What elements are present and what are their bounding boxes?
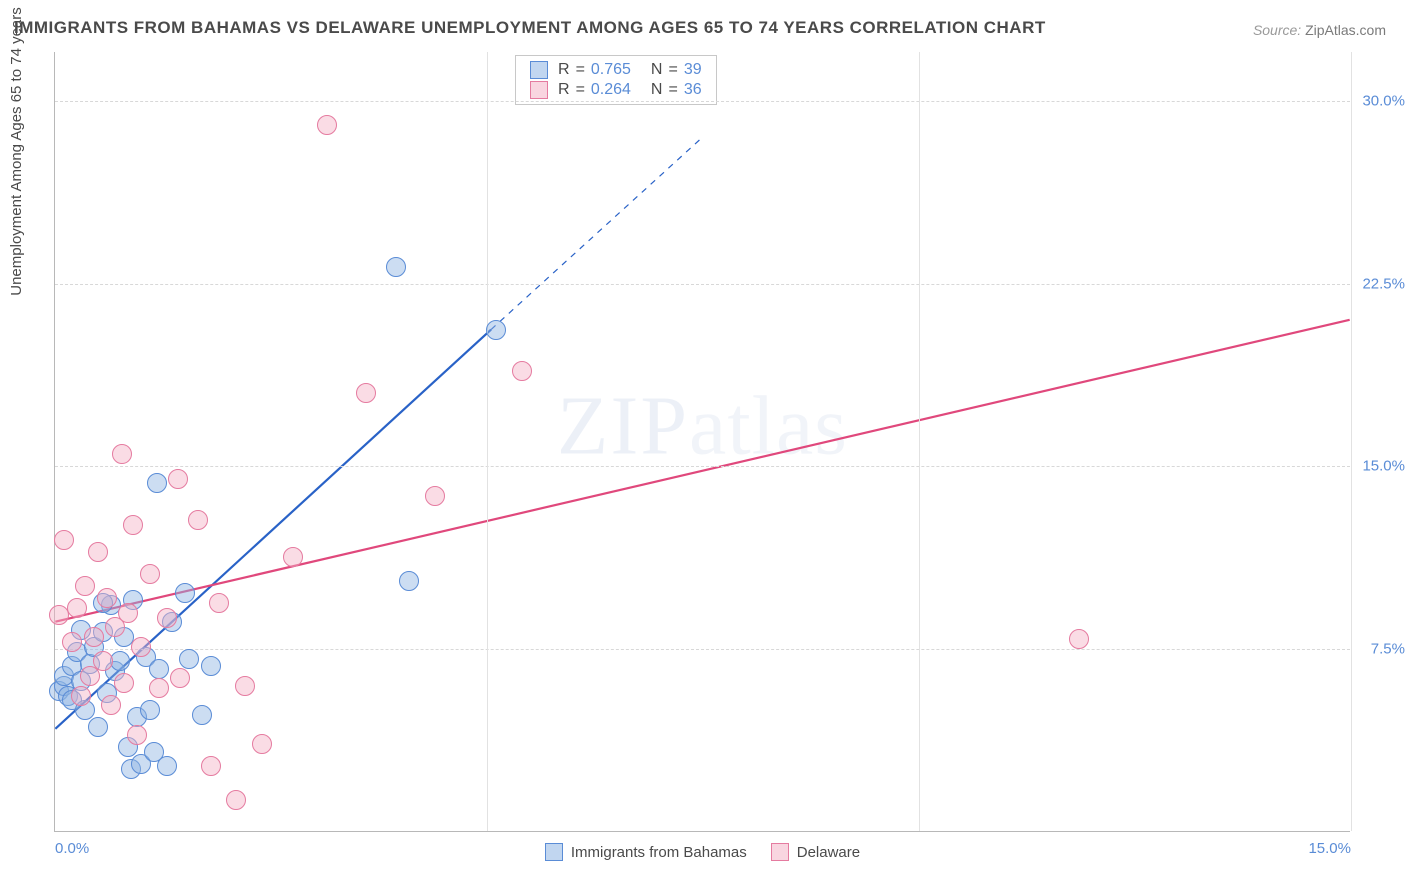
gridline-h [55,466,1350,467]
swatch-series1-icon [530,61,548,79]
y-tick-label: 22.5% [1362,275,1405,292]
gridline-h [55,649,1350,650]
data-point-series1 [147,473,167,493]
data-point-series1 [157,756,177,776]
trendline-series2 [55,320,1349,622]
r-label: R [558,81,570,99]
source-citation: Source: ZipAtlas.com [1253,22,1386,38]
gridline-v [919,52,920,831]
data-point-series1 [88,717,108,737]
data-point-series2 [201,756,221,776]
data-point-series2 [170,668,190,688]
data-point-series1 [175,583,195,603]
y-tick-label: 7.5% [1371,641,1405,658]
eq-sign: = [668,81,677,99]
data-point-series2 [131,637,151,657]
swatch-series2-icon [771,843,789,861]
eq-sign: = [668,61,677,79]
n-value-series1: 39 [684,61,702,79]
trend-lines-svg [55,52,1350,831]
data-point-series1 [201,656,221,676]
data-point-series2 [88,542,108,562]
eq-sign: = [576,81,585,99]
x-tick-label: 0.0% [55,840,89,857]
data-point-series1 [486,320,506,340]
n-label: N [651,61,663,79]
data-point-series2 [84,627,104,647]
source-value: ZipAtlas.com [1305,22,1386,38]
data-point-series2 [283,547,303,567]
data-point-series1 [399,571,419,591]
stats-row-series1: R = 0.765 N = 39 [516,60,716,80]
data-point-series1 [386,257,406,277]
data-point-series2 [252,734,272,754]
r-value-series1: 0.765 [591,61,641,79]
series-legend: Immigrants from Bahamas Delaware [55,843,1350,861]
x-tick-label: 15.0% [1308,840,1351,857]
chart-title: IMMIGRANTS FROM BAHAMAS VS DELAWARE UNEM… [14,18,1046,38]
data-point-series2 [140,564,160,584]
gridline-h [55,101,1350,102]
data-point-series2 [114,673,134,693]
data-point-series2 [67,598,87,618]
data-point-series2 [71,686,91,706]
y-axis-label: Unemployment Among Ages 65 to 74 years [8,7,25,296]
data-point-series2 [157,608,177,628]
data-point-series2 [1069,629,1089,649]
trendline-extrapolation-series1 [491,137,702,329]
data-point-series2 [226,790,246,810]
data-point-series2 [356,383,376,403]
legend-item-series1: Immigrants from Bahamas [545,843,747,861]
stats-row-series2: R = 0.264 N = 36 [516,80,716,100]
data-point-series2 [123,515,143,535]
data-point-series2 [93,651,113,671]
gridline-h [55,284,1350,285]
legend-label-series1: Immigrants from Bahamas [571,844,747,861]
legend-label-series2: Delaware [797,844,860,861]
data-point-series2 [512,361,532,381]
data-point-series2 [118,603,138,623]
data-point-series2 [317,115,337,135]
data-point-series2 [149,678,169,698]
r-value-series2: 0.264 [591,81,641,99]
data-point-series2 [75,576,95,596]
data-point-series2 [62,632,82,652]
gridline-v [487,52,488,831]
swatch-series2-icon [530,81,548,99]
eq-sign: = [576,61,585,79]
data-point-series1 [192,705,212,725]
y-tick-label: 30.0% [1362,92,1405,109]
data-point-series2 [127,725,147,745]
data-point-series1 [140,700,160,720]
stats-legend-box: R = 0.765 N = 39 R = 0.264 N = 36 [515,55,717,105]
r-label: R [558,61,570,79]
data-point-series2 [54,530,74,550]
data-point-series2 [188,510,208,530]
n-label: N [651,81,663,99]
data-point-series1 [110,651,130,671]
watermark-thin: atlas [689,379,848,472]
legend-item-series2: Delaware [771,843,860,861]
data-point-series1 [149,659,169,679]
watermark: ZIPatlas [557,377,848,474]
n-value-series2: 36 [684,81,702,99]
data-point-series2 [112,444,132,464]
data-point-series2 [101,695,121,715]
scatter-plot-area: ZIPatlas R = 0.765 N = 39 R = 0.264 N = … [54,52,1350,832]
data-point-series2 [209,593,229,613]
y-tick-label: 15.0% [1362,458,1405,475]
swatch-series1-icon [545,843,563,861]
source-label: Source: [1253,22,1301,38]
data-point-series2 [97,588,117,608]
gridline-v [1351,52,1352,831]
data-point-series1 [179,649,199,669]
watermark-bold: ZIP [557,379,689,472]
data-point-series2 [425,486,445,506]
data-point-series2 [168,469,188,489]
data-point-series2 [235,676,255,696]
